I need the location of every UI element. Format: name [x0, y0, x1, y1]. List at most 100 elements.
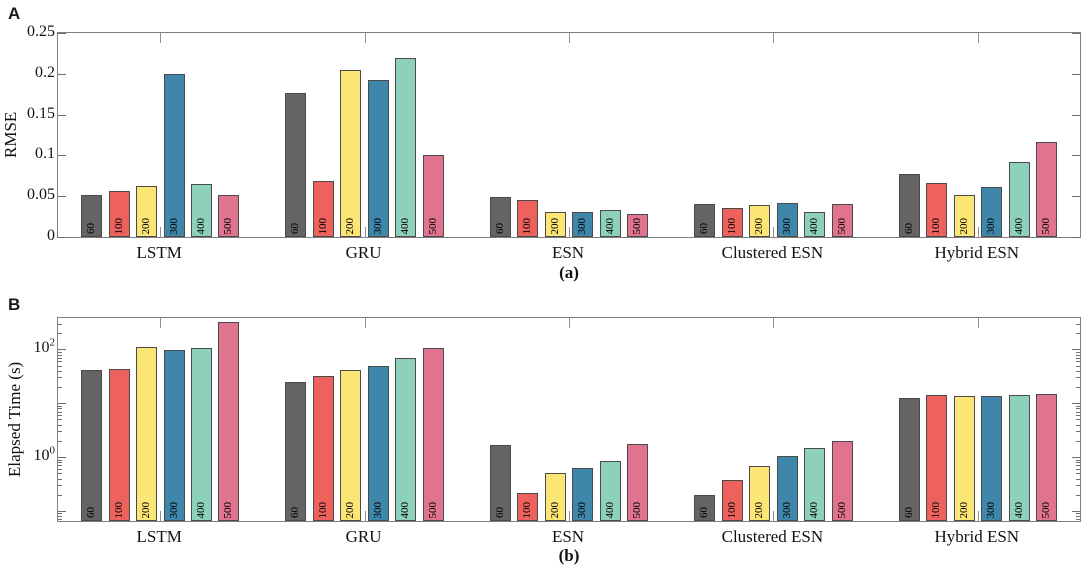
bar-size-label: 60 [85, 223, 97, 234]
bar-gru-60 [285, 93, 307, 237]
y-tick-mark [58, 377, 62, 379]
bar-size-label: 300 [167, 217, 180, 235]
bar-size-label: 400 [808, 217, 821, 235]
y-tick-mark [1076, 494, 1080, 496]
bar-size-label: 60 [493, 223, 506, 234]
bar-size-label: 500 [426, 217, 439, 235]
group-label-lstm: LSTM [136, 527, 182, 546]
bar-clustered-esn-300 [776, 455, 798, 521]
bar-hybrid-esn-60 [898, 174, 920, 237]
caption-a: (a) [559, 263, 579, 282]
bar-gru-200 [340, 369, 362, 521]
bar-size-label: 400 [399, 217, 412, 235]
bar-size-label: 60 [289, 507, 302, 518]
x-tick-mark-top [364, 33, 366, 43]
bar-clustered-esn-200 [749, 466, 771, 521]
bar-esn-500 [627, 214, 649, 237]
y-tick-mark [58, 519, 62, 521]
bar-esn-400 [599, 460, 621, 521]
bar-hybrid-esn-200 [953, 194, 975, 237]
y-tick-mark [58, 365, 62, 367]
x-tick-mark-bottom [773, 511, 775, 521]
bar-clustered-esn-60 [694, 204, 716, 237]
y-tick-mark [58, 196, 66, 198]
y-tick-mark [1076, 473, 1080, 475]
bar-size-label: 200 [548, 217, 561, 235]
y-tick-mark [58, 516, 62, 518]
bar-size-label: 400 [603, 501, 616, 519]
y-tick-label: 0.25 [27, 23, 55, 40]
bar-size-label: 400 [194, 217, 207, 235]
y-tick-mark [1072, 114, 1080, 116]
bar-size-label: 100 [112, 501, 125, 519]
y-tick-mark [58, 351, 62, 353]
bar-hybrid-esn-100 [926, 183, 948, 237]
y-tick-mark [1076, 411, 1080, 413]
bar-gru-300 [367, 365, 389, 521]
y-tick-mark [58, 419, 62, 421]
bar-gru-400 [395, 57, 417, 237]
y-tick-mark [58, 440, 62, 442]
y-tick-mark [58, 33, 66, 34]
bar-size-label: 200 [957, 501, 970, 519]
y-tick-mark [58, 462, 62, 464]
y-tick-mark [1076, 370, 1080, 372]
bar-size-label: 200 [548, 501, 561, 519]
y-tick-mark [1076, 323, 1080, 325]
x-tick-mark-top [364, 318, 366, 328]
y-tick-mark [1072, 510, 1080, 512]
bar-lstm-300 [163, 350, 185, 521]
caption-b: (b) [558, 546, 580, 565]
bar-hybrid-esn-500 [1036, 394, 1058, 521]
bar-hybrid-esn-100 [926, 395, 948, 521]
y-tick-mark [58, 386, 62, 388]
group-label-clustered-esn: Clustered ESN [721, 243, 824, 262]
y-tick-mark [1076, 333, 1080, 334]
y-tick-mark [1076, 424, 1080, 426]
bar-clustered-esn-500 [831, 203, 853, 237]
y-tick-mark [58, 415, 62, 417]
bar-size-label: 400 [399, 501, 412, 519]
y-tick-mark [1072, 33, 1080, 34]
y-tick-mark [58, 473, 62, 475]
bar-lstm-200 [136, 185, 157, 237]
bar-size-label: 400 [1012, 217, 1025, 235]
bar-esn-60 [489, 444, 511, 521]
bar-size-label: 300 [576, 217, 589, 235]
y-tick-mark [58, 424, 62, 426]
group-label-esn: ESN [551, 527, 585, 546]
bar-size-label: 60 [85, 507, 97, 518]
x-tick-mark-bottom [364, 511, 366, 521]
bar-size-label: 100 [930, 217, 943, 235]
y-tick-label: 0 [47, 227, 55, 244]
y-tick-mark [58, 431, 62, 433]
y-tick-mark [58, 478, 62, 480]
bar-size-label: 300 [985, 501, 998, 519]
bar-esn-200 [544, 473, 566, 521]
group-label-lstm: LSTM [136, 243, 182, 262]
y-tick-mark [1076, 351, 1080, 353]
y-tick-mark [58, 411, 62, 413]
y-tick-mark [58, 333, 62, 334]
y-tick-mark [1076, 405, 1080, 407]
bar-esn-200 [544, 211, 566, 237]
bar-lstm-500 [218, 322, 240, 521]
x-tick-mark-bottom [569, 511, 570, 521]
y-tick-mark [1076, 431, 1080, 433]
x-tick-mark-top [160, 318, 162, 328]
bar-gru-400 [395, 357, 417, 521]
y-tick-mark [1076, 419, 1080, 421]
bar-size-label: 100 [725, 501, 738, 519]
bar-hybrid-esn-400 [1008, 394, 1030, 521]
y-tick-mark [58, 485, 62, 487]
y-tick-mark [1076, 469, 1080, 470]
bar-esn-100 [517, 492, 539, 521]
group-label-hybrid-esn: Hybrid ESN [934, 243, 1020, 262]
bar-size-label: 400 [808, 501, 821, 519]
bar-esn-60 [489, 197, 511, 237]
y-tick-mark [1076, 361, 1080, 363]
y-tick-label: 0.15 [27, 104, 55, 122]
y-tick-mark [1072, 196, 1080, 198]
y-tick-label: 0.05 [27, 186, 55, 204]
y-tick-mark [58, 323, 62, 325]
